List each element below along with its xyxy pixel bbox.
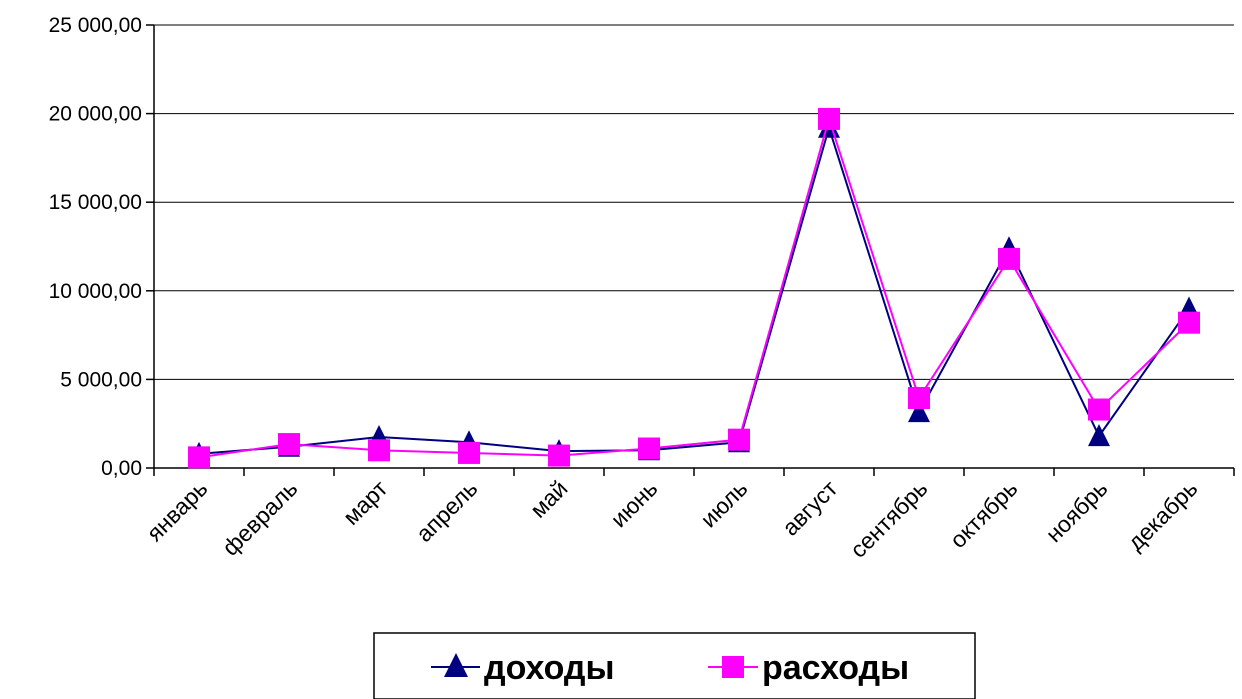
data-point-square: [998, 247, 1020, 270]
data-point-triangle: [1088, 424, 1110, 447]
y-tick-label: 10 000,00: [49, 280, 142, 303]
legend-label-expense: расходы: [762, 649, 909, 687]
data-point-square: [458, 441, 480, 464]
x-tick-label: август: [777, 475, 843, 541]
x-tick-label: апрель: [411, 475, 483, 547]
series: [188, 107, 1200, 469]
legend-triangle-icon: [444, 653, 468, 677]
y-tick-labels: 0,00 5 000,00 10 000,00 15 000,00 20 000,00 2…: [49, 14, 142, 480]
data-point-square: [278, 433, 300, 456]
legend: доходы расходы: [373, 632, 976, 699]
x-tick-label: октябрь: [945, 475, 1023, 553]
y-tick-label: 25 000,00: [49, 14, 142, 37]
x-tick-label: сентябрь: [845, 475, 933, 563]
data-point-triangle: [908, 400, 930, 423]
x-tick-label: июнь: [605, 475, 662, 532]
x-tick-label: январь: [141, 475, 212, 546]
grid-lines: [154, 24, 1234, 380]
data-point-square: [1178, 311, 1200, 334]
x-tick-label: февраль: [217, 475, 303, 561]
x-tick-label: май: [525, 475, 573, 523]
axes: [146, 24, 1235, 476]
y-tick-label: 5 000,00: [60, 368, 142, 391]
y-tick-label: 0,00: [101, 457, 142, 480]
x-tick-label: декабрь: [1122, 475, 1202, 555]
data-point-square: [908, 387, 930, 410]
data-point-square: [638, 437, 660, 460]
series-line: [198, 124, 1190, 455]
data-point-square: [1088, 398, 1110, 421]
data-point-square: [728, 428, 750, 451]
x-tick-label: июль: [695, 475, 752, 532]
legend-label-income: доходы: [484, 649, 615, 687]
data-point-square: [368, 439, 390, 462]
series-income: [188, 115, 1200, 464]
y-tick-label: 15 000,00: [49, 191, 142, 214]
series-line: [198, 115, 1190, 459]
legend-entry-income: доходы: [431, 649, 615, 687]
data-point-square: [188, 446, 210, 469]
x-tick-label: март: [338, 475, 393, 530]
series-expense: [188, 107, 1200, 469]
y-tick-label: 20 000,00: [49, 103, 142, 126]
x-tick-labels: январь февраль март апрель май июнь июль август…: [141, 475, 1202, 563]
data-point-square: [548, 444, 570, 467]
data-point-square: [818, 107, 840, 130]
x-tick-label: ноябрь: [1040, 475, 1112, 547]
legend-entry-expense: расходы: [708, 649, 909, 687]
legend-square-icon: [722, 656, 744, 678]
